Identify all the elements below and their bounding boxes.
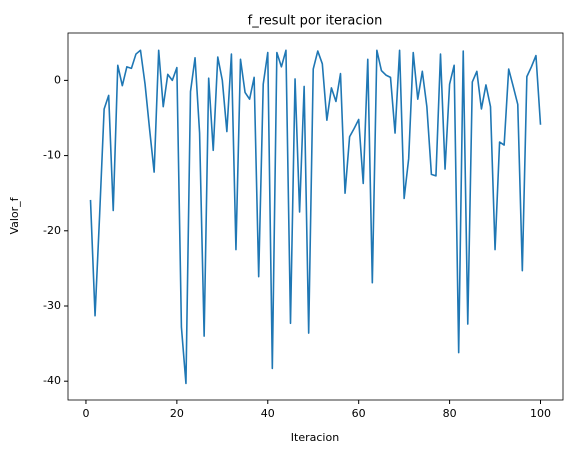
x-tick-label: 100 [530,407,551,420]
y-tick-label: -40 [43,374,61,387]
x-tick-label: 20 [170,407,184,420]
plot-frame [67,32,564,401]
chart-title: f_result por iteracion [248,14,383,29]
y-tick-label: 0 [54,73,61,86]
y-axis-label: Valor_f [8,196,21,234]
y-tick-label: -30 [43,299,61,312]
x-tick-label: 0 [82,407,89,420]
x-axis-label: Iteracion [291,431,339,444]
y-tick-label: -10 [43,149,61,162]
x-tick-label: 80 [443,407,457,420]
x-tick-label: 60 [352,407,366,420]
y-tick-label: -20 [43,224,61,237]
x-tick-label: 40 [261,407,275,420]
line-series [89,49,542,385]
